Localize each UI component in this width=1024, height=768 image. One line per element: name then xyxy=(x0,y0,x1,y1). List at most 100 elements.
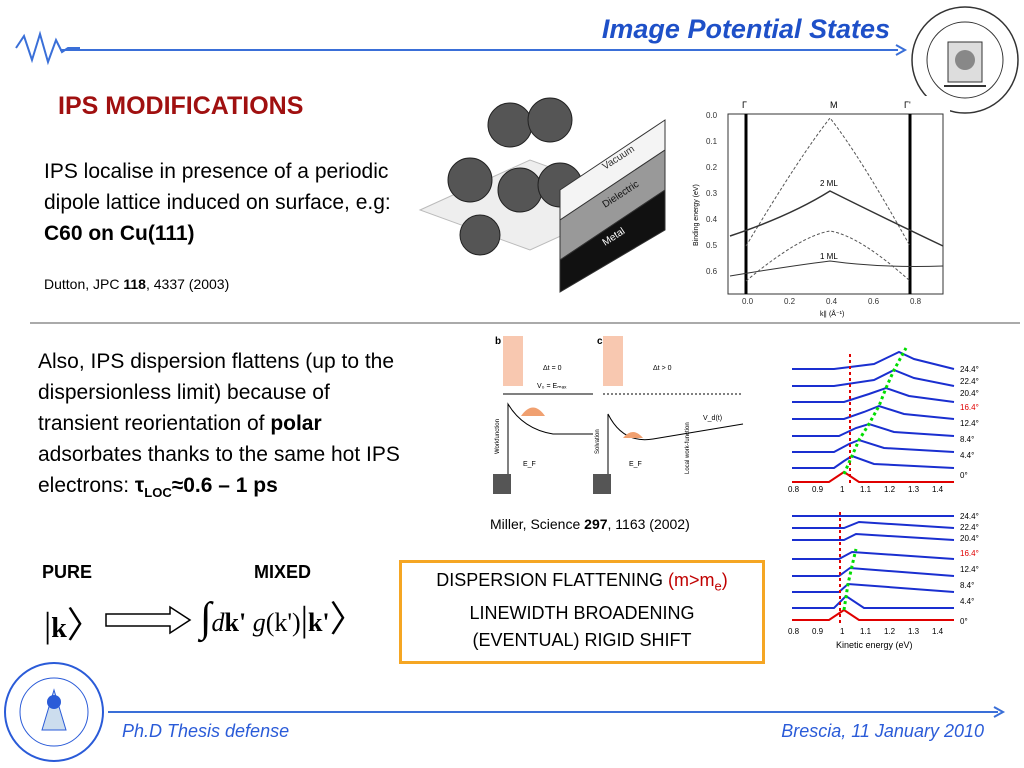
footer-left: Ph.D Thesis defense xyxy=(122,721,290,741)
angle-label: 22.4° xyxy=(960,523,979,532)
local-label: Local work-function xyxy=(685,422,691,474)
intro-bold: C60 on Cu(111) xyxy=(44,222,195,245)
box-line3: (EVENTUAL) RIGID SHIFT xyxy=(472,629,692,650)
x-tick: 1 xyxy=(840,627,845,636)
band-dispersion-figure: Γ M Γ' 2 ML 1 ML 0.0 0.1 0.2 0.3 0.4 0.5… xyxy=(690,96,950,318)
dt0-label: Δt = 0 xyxy=(543,365,562,372)
x-tick: 1.3 xyxy=(908,485,920,494)
formula-g: g xyxy=(252,608,266,637)
para2-bold1: polar xyxy=(270,412,322,435)
formula-ket2: k' xyxy=(307,608,330,637)
y-tick: 0.0 xyxy=(706,111,718,120)
curve-1ml-label: 1 ML xyxy=(820,252,838,261)
ket-k: k xyxy=(51,613,67,644)
angle-label: 4.4° xyxy=(960,597,974,606)
bottom-x-ticks: 0.8 0.9 1 1.1 1.2 1.3 1.4 xyxy=(788,627,944,636)
research-seal-logo xyxy=(4,662,104,762)
top-x-ticks: 0.8 0.9 1 1.1 1.2 1.3 1.4 xyxy=(788,485,944,494)
angle-label: 4.4° xyxy=(960,451,974,460)
panel-c-label: c xyxy=(597,336,603,347)
page-title: Image Potential States xyxy=(601,14,890,44)
v0-label: V₀ = Eₘₐₓ xyxy=(537,383,567,390)
angle-label: 22.4° xyxy=(960,377,979,386)
footer-rule xyxy=(108,711,998,713)
dashed-band-upper xyxy=(745,117,911,247)
dtpos-label: Δt > 0 xyxy=(653,365,672,372)
angle-label: 24.4° xyxy=(960,365,979,374)
box-line1c: ) xyxy=(721,570,728,590)
angle-label: 20.4° xyxy=(960,389,979,398)
x-tick: 0.9 xyxy=(812,627,824,636)
y-ticks: 0.0 0.1 0.2 0.3 0.4 0.5 0.6 xyxy=(706,111,718,276)
top-red-peak xyxy=(792,470,954,483)
spectra-xlabel: Kinetic energy (eV) xyxy=(836,640,913,650)
c60-layer-figure: Vacuum Dielectric Metal xyxy=(410,80,675,295)
x-tick: 0.8 xyxy=(788,485,800,494)
spectra-figure: 24.4° 22.4° 20.4° 16.4° 12.4° 8.4° 4.4° … xyxy=(784,344,1024,654)
angle-label: 12.4° xyxy=(960,565,979,574)
para2-text1: Also, IPS dispersion flattens (up to the… xyxy=(38,350,395,435)
citation-miller: Miller, Science 297, 1163 (2002) xyxy=(490,516,690,532)
x-tick: 0.2 xyxy=(784,297,796,306)
x-tick: 0.8 xyxy=(788,627,800,636)
angle-label-highlight: 16.4° xyxy=(960,549,979,558)
ef-c-label: E_F xyxy=(629,461,642,468)
formula-k1: k' xyxy=(224,608,247,637)
x-tick: 1.2 xyxy=(884,627,896,636)
x-tick: 0.6 xyxy=(868,297,880,306)
potential-curve-b xyxy=(507,402,593,489)
x-tick: 1.3 xyxy=(908,627,920,636)
mixed-label: MIXED xyxy=(254,562,312,582)
x-tick: 1.4 xyxy=(932,627,944,636)
y-tick: 0.5 xyxy=(706,241,718,250)
cite2-pre: Miller, Science xyxy=(490,516,585,532)
y-tick: 0.2 xyxy=(706,163,718,172)
angle-label: 0° xyxy=(960,617,968,626)
angle-label: 12.4° xyxy=(960,419,979,428)
box-line1b: (m>m xyxy=(667,570,715,590)
band-xlabel: k∥ (Å⁻¹) xyxy=(820,309,844,318)
x-tick: 1.1 xyxy=(860,627,872,636)
x-tick: 0.9 xyxy=(812,485,824,494)
panel-b-label: b xyxy=(495,336,501,347)
para2-bold2: ≈0.6 – 1 ps xyxy=(171,474,278,497)
university-seal-logo xyxy=(911,6,1019,114)
signal-wave-icon xyxy=(15,30,80,66)
x-tick: 1.2 xyxy=(884,485,896,494)
cite2-post: , 1163 (2002) xyxy=(607,516,690,532)
dispersion-paragraph: Also, IPS dispersion flattens (up to the… xyxy=(38,346,408,508)
cite1-post: , 4337 (2003) xyxy=(145,276,230,292)
gamma-label: Γ xyxy=(742,100,747,110)
curve-2ml-label: 2 ML xyxy=(820,179,838,188)
section-divider xyxy=(30,322,1020,324)
work-label: Workfunction xyxy=(495,419,501,454)
formula-paren: (k') xyxy=(265,608,301,637)
pure-ket: |k〉 xyxy=(44,605,103,645)
intro-text: IPS localise in presence of a periodic d… xyxy=(44,160,391,214)
transform-arrow-icon xyxy=(105,605,192,635)
bottom-red-peak xyxy=(792,608,954,621)
para2-tau: τ xyxy=(134,474,145,497)
header-arrow-icon xyxy=(895,44,908,56)
effects-box: DISPERSION FLATTENING (m>me) LINEWIDTH B… xyxy=(399,560,765,664)
wavepacket-b xyxy=(521,407,545,416)
x-tick: 1.4 xyxy=(932,485,944,494)
angle-label: 8.4° xyxy=(960,435,974,444)
gamma-prime-label: Γ' xyxy=(904,100,911,110)
y-tick: 0.3 xyxy=(706,189,718,198)
top-angle-labels: 24.4° 22.4° 20.4° 16.4° 12.4° 8.4° 4.4° … xyxy=(960,365,979,480)
box-line1: DISPERSION FLATTENING (m>me) xyxy=(402,567,762,600)
bottom-green-dispersion xyxy=(842,548,858,611)
bottom-spectra xyxy=(792,515,955,609)
angle-label: 0° xyxy=(960,471,968,480)
angle-label: 24.4° xyxy=(960,512,979,521)
pure-label: PURE xyxy=(42,562,93,582)
solid-band-2ml xyxy=(729,190,944,247)
potential-diagram-figure: b c Δt = 0 Δt > 0 V₀ = Eₘₐₓ Workfunction… xyxy=(493,334,748,509)
x-tick: 1 xyxy=(840,485,845,494)
footer-arrow-icon xyxy=(993,706,1006,718)
band-ylabel: Binding energy (eV) xyxy=(693,184,700,246)
cite2-bold: 297 xyxy=(584,516,608,532)
header-rule xyxy=(60,49,898,51)
ef-b-label: E_F xyxy=(523,461,536,468)
